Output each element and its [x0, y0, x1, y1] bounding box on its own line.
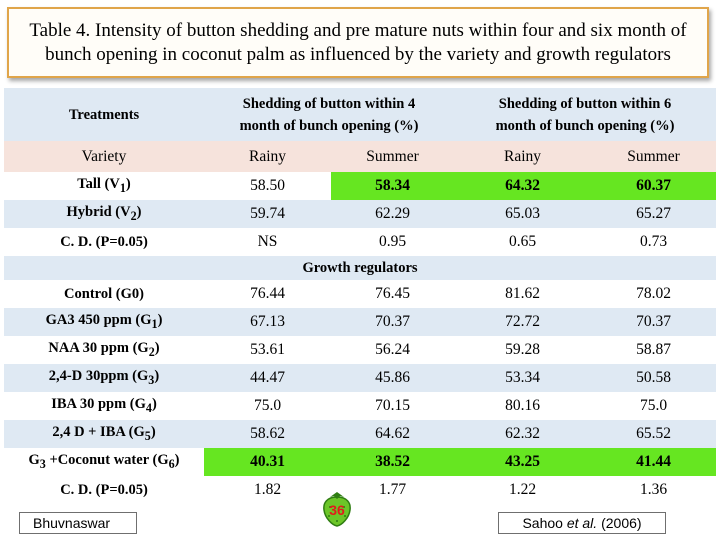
table-row: Tall (V1) 58.50 58.34 64.32 60.37 [4, 172, 716, 200]
value-cell: 0.95 [378, 233, 407, 250]
subheader-rainy-6: Rainy [454, 141, 591, 172]
value-cell: 58.62 [204, 420, 331, 448]
value-cell: 59.74 [204, 200, 331, 228]
value-cell: 75.0 [253, 397, 282, 414]
value-cell: 1.36 [639, 481, 668, 498]
group-label: Growth regulators [4, 256, 716, 280]
page-badge: 36 [320, 489, 354, 527]
value-cell: 45.86 [331, 364, 454, 392]
value-cell: 62.29 [331, 200, 454, 228]
subheader-variety: Variety [4, 141, 204, 172]
subheader-summer-4: Summer [331, 141, 454, 172]
value-cell: 65.03 [454, 200, 591, 228]
header-4-month-line1: Shedding of button within 4 [242, 95, 416, 112]
treatment-cell: 2,4 D + IBA (G5) [4, 420, 204, 448]
table-row: IBA 30 ppm (G4) 75.0 70.15 80.16 75.0 [4, 392, 716, 420]
treatment-cell: IBA 30 ppm (G4) [51, 396, 157, 415]
citation-year: (2006) [601, 515, 642, 531]
header-6-month-line2: month of bunch opening (%) [495, 117, 675, 134]
table-row: Control (G0) 76.44 76.45 81.62 78.02 [4, 280, 716, 308]
subheader-row: Variety Rainy Summer Rainy Summer [4, 141, 716, 172]
value-cell: 53.61 [250, 341, 285, 358]
caption-line-2: bunch opening in coconut palm as influen… [45, 43, 671, 65]
value-cell: 62.32 [454, 420, 591, 448]
value-cell: 65.27 [591, 200, 716, 228]
treatment-cell: 2,4-D 30ppm (G3) [4, 364, 204, 392]
header-4-month: Shedding of button within 4 month of bun… [204, 88, 454, 141]
page-number: 36 [329, 502, 345, 518]
value-cell: 64.62 [331, 420, 454, 448]
value-cell-highlight: 58.34 [331, 172, 454, 200]
value-cell: 65.52 [591, 420, 716, 448]
value-cell: 80.16 [505, 397, 540, 414]
value-cell: 53.34 [454, 364, 591, 392]
header-6-month-line1: Shedding of button within 6 [498, 95, 672, 112]
value-cell: 0.73 [639, 233, 668, 250]
value-cell: 81.62 [505, 285, 540, 302]
table-row: Hybrid (V2) 59.74 62.29 65.03 65.27 [4, 200, 716, 228]
treatment-cell: Tall (V1) [77, 176, 131, 195]
citation-author: Sahoo [522, 515, 563, 531]
table-row: 2,4-D 30ppm (G3) 44.47 45.86 53.34 50.58 [4, 364, 716, 392]
subheader-rainy-4: Rainy [204, 141, 331, 172]
group-row: Growth regulators [4, 256, 716, 280]
value-cell: 67.13 [204, 308, 331, 336]
value-cell: 1.77 [378, 481, 407, 498]
value-cell: 70.37 [331, 308, 454, 336]
value-cell: 75.0 [639, 397, 668, 414]
table-row: C. D. (P=0.05) 1.82 1.77 1.22 1.36 [4, 476, 716, 504]
value-cell: 56.24 [375, 341, 410, 358]
value-cell: 44.47 [204, 364, 331, 392]
header-4-month-line2: month of bunch opening (%) [239, 117, 419, 134]
value-cell: 1.82 [253, 481, 282, 498]
value-cell-highlight: 40.31 [204, 448, 331, 476]
value-cell: 70.15 [375, 397, 410, 414]
header-treatments: Treatments [4, 88, 204, 141]
value-cell: 1.22 [508, 481, 537, 498]
treatment-cell: G3 +Coconut water (G6) [28, 452, 180, 471]
value-cell: 58.87 [636, 341, 671, 358]
table-row: GA3 450 ppm (G1) 67.13 70.37 72.72 70.37 [4, 308, 716, 336]
value-cell-highlight: 38.52 [331, 448, 454, 476]
treatment-cell: Control (G0) [64, 285, 144, 302]
value-cell: 50.58 [591, 364, 716, 392]
value-cell: 58.50 [250, 177, 285, 194]
subheader-summer-6: Summer [591, 141, 716, 172]
table-row: G3 +Coconut water (G6) 40.31 38.52 43.25… [4, 448, 716, 476]
value-cell: NS [257, 233, 278, 250]
table-row: NAA 30 ppm (G2) 53.61 56.24 59.28 58.87 [4, 336, 716, 364]
treatment-cell: C. D. (P=0.05) [60, 233, 148, 250]
value-cell: 78.02 [636, 285, 671, 302]
value-cell-highlight: 64.32 [454, 172, 591, 200]
results-table: Treatments Shedding of button within 4 m… [4, 88, 716, 504]
value-cell: 0.65 [508, 233, 537, 250]
citation-label: Sahoo et al. (2006) [498, 512, 666, 534]
value-cell: 70.37 [591, 308, 716, 336]
table-row: 2,4 D + IBA (G5) 58.62 64.62 62.32 65.52 [4, 420, 716, 448]
header-row: Treatments Shedding of button within 4 m… [4, 88, 716, 141]
value-cell: 76.45 [375, 285, 410, 302]
value-cell-highlight: 41.44 [591, 448, 716, 476]
caption-line-1: Table 4. Intensity of button shedding an… [29, 19, 687, 41]
header-6-month: Shedding of button within 6 month of bun… [454, 88, 716, 141]
table-row: C. D. (P=0.05) NS 0.95 0.65 0.73 [4, 228, 716, 256]
treatment-cell: Hybrid (V2) [4, 200, 204, 228]
value-cell: 72.72 [454, 308, 591, 336]
treatment-cell: GA3 450 ppm (G1) [4, 308, 204, 336]
value-cell: 76.44 [250, 285, 285, 302]
citation-etal: et al. [566, 515, 598, 531]
value-cell: 59.28 [505, 341, 540, 358]
table-caption: Table 4. Intensity of button shedding an… [7, 7, 709, 78]
treatment-cell: NAA 30 ppm (G2) [48, 340, 160, 359]
treatment-cell: C. D. (P=0.05) [60, 481, 148, 498]
location-label: Bhuvnaswar [19, 512, 137, 534]
value-cell-highlight: 43.25 [454, 448, 591, 476]
strawberry-icon [323, 492, 351, 527]
value-cell-highlight: 60.37 [591, 172, 716, 200]
